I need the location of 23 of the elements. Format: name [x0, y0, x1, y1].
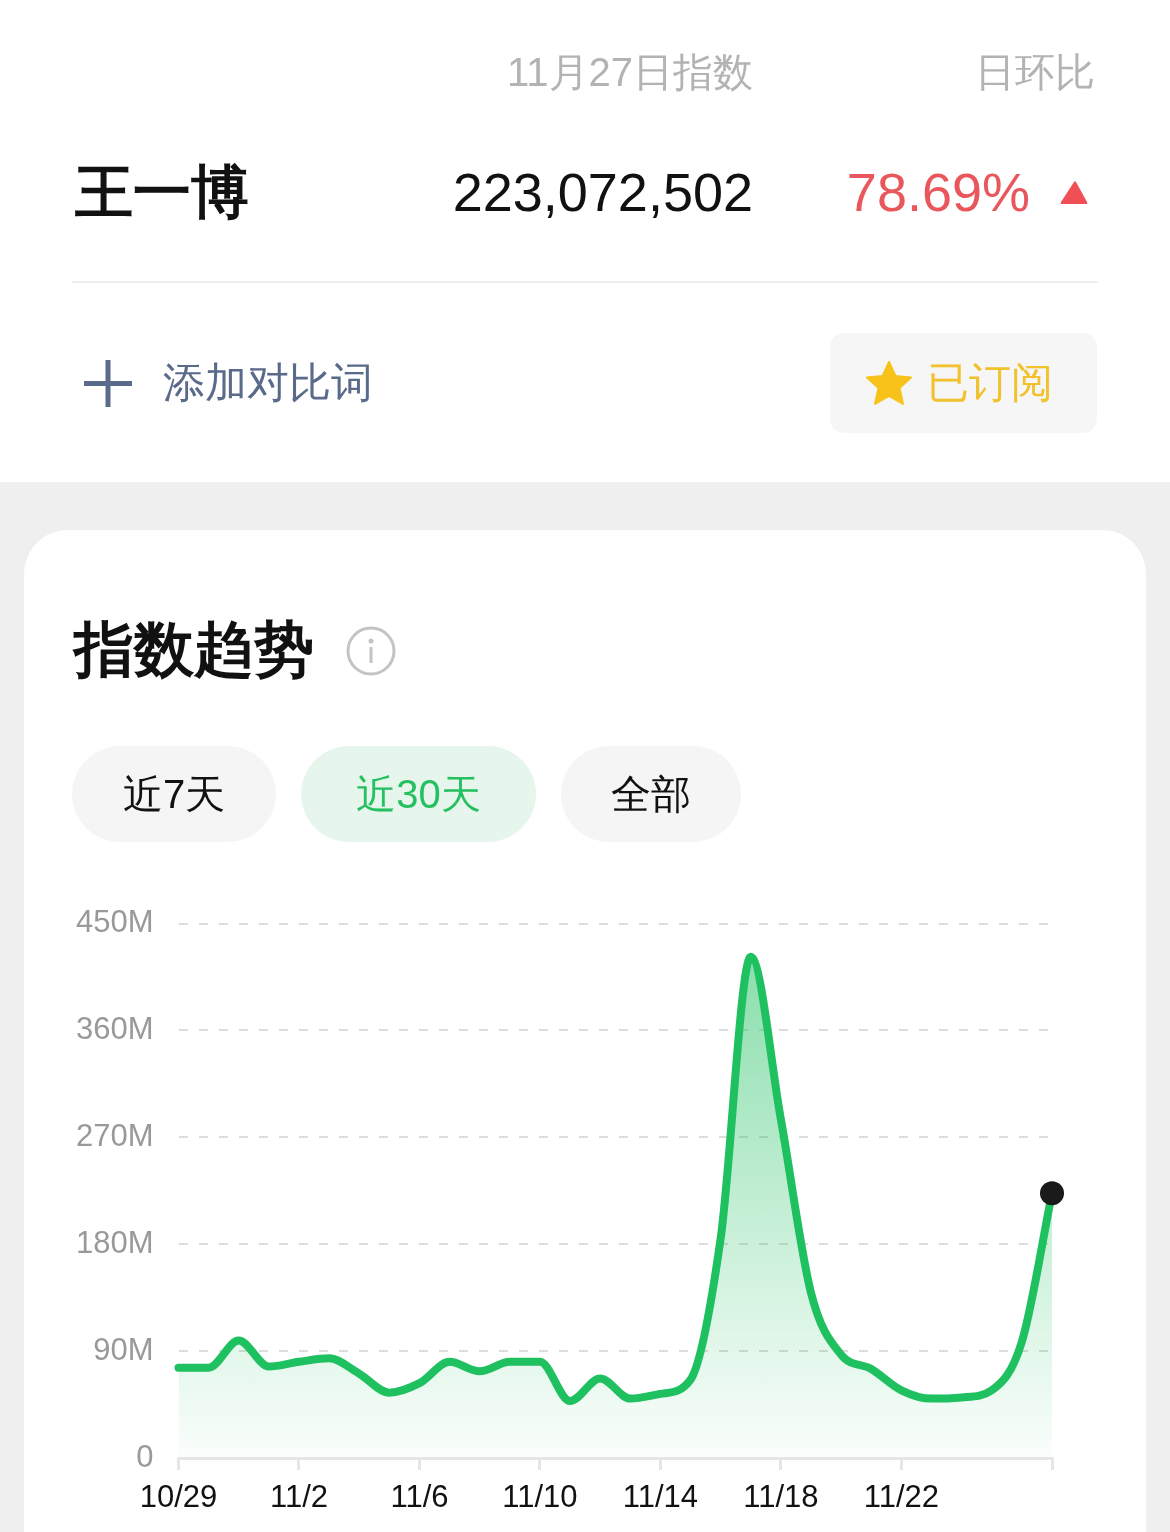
- text: 日环比: [975, 50, 1095, 94]
- x-tick-label: 11/22: [863, 1479, 940, 1515]
- y-tick-label: 90M: [93, 1331, 154, 1367]
- y-tick-label: 0: [136, 1438, 154, 1474]
- text: 已订阅: [927, 359, 1053, 406]
- y-tick-label: 450M: [75, 904, 154, 940]
- x-tick-label: 11/10: [502, 1479, 578, 1515]
- text: 78.69%: [846, 162, 1030, 222]
- tab-button[interactable]: 近7天: [72, 746, 276, 842]
- text: 11月27日指数: [506, 50, 753, 94]
- x-tick-label: 11/18: [743, 1479, 819, 1515]
- x-tick-label: 11/14: [622, 1479, 699, 1515]
- text: 223,072,502: [452, 162, 753, 222]
- subscribe-button[interactable]: [830, 333, 1097, 433]
- chart-title: 指数趋势: [74, 616, 314, 683]
- x-tick-label: 11/2: [269, 1479, 329, 1515]
- text: 添加对比词: [163, 359, 373, 406]
- x-tick-label: 11/6: [390, 1479, 449, 1515]
- x-tick-label: 10/29: [139, 1479, 218, 1515]
- y-tick-label: 270M: [75, 1117, 154, 1153]
- text: 王一博: [75, 159, 249, 224]
- y-tick-label: 360M: [75, 1011, 154, 1047]
- y-tick-label: 180M: [75, 1224, 154, 1260]
